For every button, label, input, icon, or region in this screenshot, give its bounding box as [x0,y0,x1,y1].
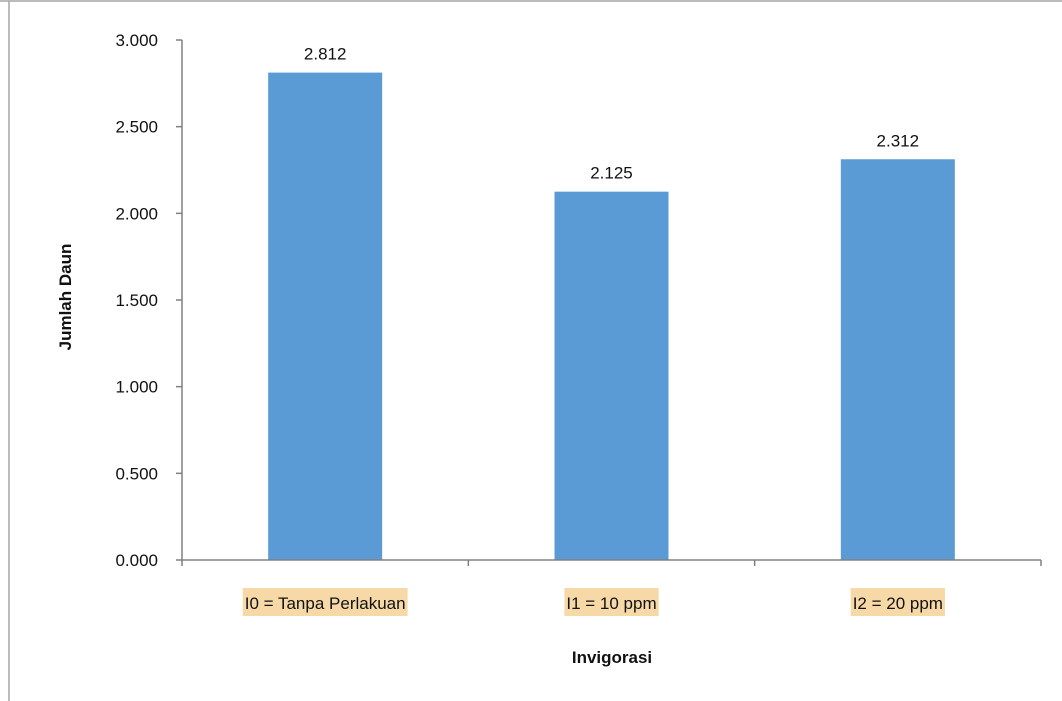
data-labels: 2.812 2.125 2.312 [304,45,919,183]
x-category-label: I2 = 20 ppm [853,594,943,613]
y-tick-label: 0.000 [115,551,158,570]
category-label-highlight [850,588,945,616]
bar-value-label: 2.312 [877,131,920,150]
bar [268,72,383,560]
x-category-label: I1 = 10 ppm [566,594,656,613]
bar [840,159,955,560]
y-axis-title: Jumlah Daun [56,244,75,351]
x-axis-tickmarks [181,560,1042,566]
category-label-highlight [242,588,408,616]
y-tick-label: 1.000 [115,378,158,397]
bar-value-label: 2.125 [590,164,633,183]
x-category-label: I0 = Tanpa Perlakuan [245,594,406,613]
y-tick-label: 2.500 [115,118,158,137]
y-tick-label: 0.500 [115,464,158,483]
y-axis-ticks: 0.000 0.500 1.000 1.500 2.000 2.500 3.000 [115,31,182,570]
bars [268,72,955,560]
bar-value-label: 2.812 [304,45,347,64]
bar [554,191,669,560]
x-axis-category-labels: I0 = Tanpa Perlakuan I1 = 10 ppm I2 = 20 p… [242,588,945,616]
y-tick-label: 2.000 [115,204,158,223]
category-label-highlight [564,588,659,616]
y-tick-label: 1.500 [115,291,158,310]
x-axis-title: Invigorasi [572,648,652,667]
y-tick-label: 3.000 [115,31,158,50]
